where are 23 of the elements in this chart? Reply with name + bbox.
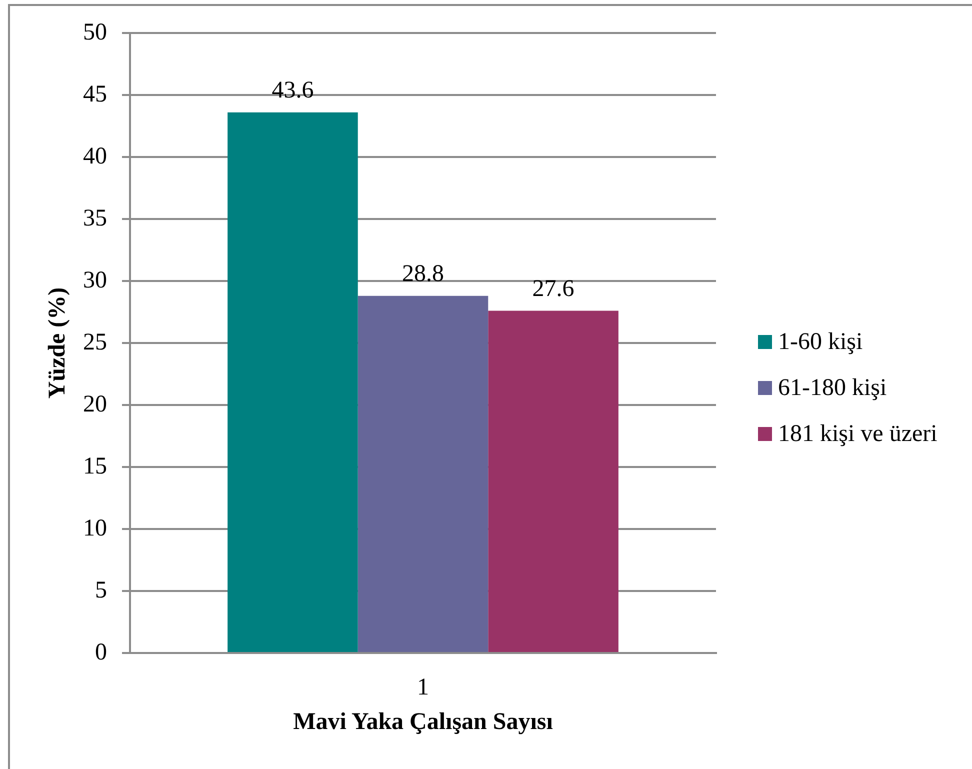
y-tick-label: 20 (83, 391, 107, 418)
bar (228, 112, 358, 652)
data-label: 28.8 (402, 260, 444, 287)
y-tick-label: 50 (83, 19, 107, 46)
data-label: 27.6 (532, 276, 574, 302)
y-tick-label: 25 (83, 329, 107, 356)
y-tick-label: 15 (83, 453, 107, 480)
y-tick-label: 45 (83, 81, 107, 108)
legend-label: 181 kişi ve üzeri (778, 420, 938, 448)
y-axis-title: Yüzde (%) (44, 287, 71, 399)
bar (358, 296, 488, 652)
x-tick-label: 1 (417, 674, 429, 701)
x-axis-title: Mavi Yaka Çalışan Sayısı (293, 708, 554, 735)
y-tick-label: 30 (83, 267, 107, 294)
legend-label: 61-180 kişi (778, 374, 887, 402)
bar (488, 310, 618, 652)
y-tick-label: 10 (83, 515, 107, 542)
y-tick-label: 40 (83, 143, 107, 170)
y-tick-label: 5 (95, 577, 107, 604)
y-tick-label: 35 (83, 205, 107, 232)
y-tick-label: 0 (95, 639, 107, 666)
data-label: 43.6 (272, 77, 314, 104)
legend-label: 1-60 kişi (778, 328, 863, 356)
